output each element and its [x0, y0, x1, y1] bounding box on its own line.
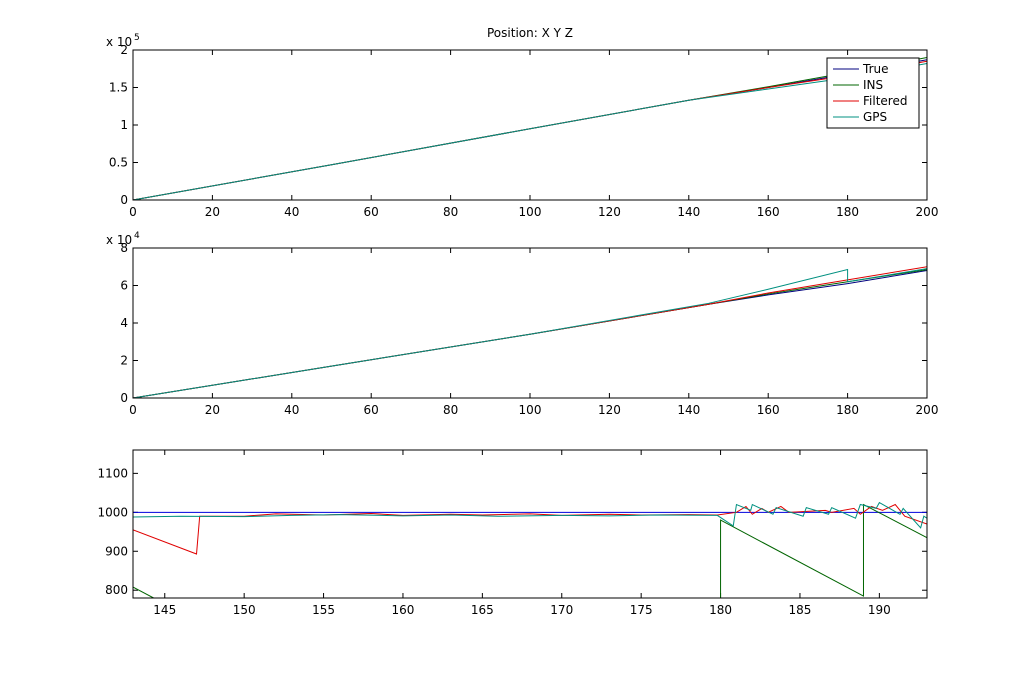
y-tick-label: 0.5 — [109, 156, 128, 170]
x-tick-label: 20 — [205, 205, 220, 219]
x-tick-label: 100 — [519, 205, 542, 219]
legend-label: True — [862, 62, 889, 76]
y-tick-label: 1.5 — [109, 81, 128, 95]
y-tick-label: 1100 — [97, 466, 128, 480]
y-tick-label: 900 — [105, 544, 128, 558]
x-tick-label: 120 — [598, 205, 621, 219]
x-tick-label: 145 — [153, 603, 176, 617]
y-scale-base: x 10 — [106, 233, 132, 247]
x-tick-label: 165 — [471, 603, 494, 617]
x-tick-label: 80 — [443, 205, 458, 219]
y-tick-label: 800 — [105, 583, 128, 597]
axes-box — [132, 247, 928, 399]
x-tick-label: 60 — [364, 403, 379, 417]
series-line — [133, 268, 927, 398]
plot-area — [133, 450, 927, 598]
x-tick-label: 160 — [757, 403, 780, 417]
chart-title: Position: X Y Z — [487, 26, 573, 40]
y-tick-label: 0 — [120, 193, 128, 207]
series-group — [133, 266, 927, 398]
x-tick-label: 0 — [129, 403, 137, 417]
x-tick-label: 40 — [284, 403, 299, 417]
legend-label: INS — [863, 78, 883, 92]
plot-area — [133, 248, 927, 398]
x-tick-label: 180 — [709, 603, 732, 617]
x-tick-label: 150 — [233, 603, 256, 617]
series-line — [133, 503, 927, 598]
x-tick-label: 40 — [284, 205, 299, 219]
x-tick-label: 120 — [598, 403, 621, 417]
x-tick-label: 140 — [677, 403, 700, 417]
y-tick-label: 1 — [120, 118, 128, 132]
y-tick-label: 6 — [120, 279, 128, 293]
x-tick-label: 180 — [836, 403, 859, 417]
y-tick-label: 2 — [120, 354, 128, 368]
y-tick-label: 2 — [120, 43, 128, 57]
x-tick-label: 200 — [916, 205, 939, 219]
x-tick-label: 0 — [129, 205, 137, 219]
x-tick-label: 170 — [550, 603, 573, 617]
x-tick-label: 200 — [916, 403, 939, 417]
y-scale-exponent: 5 — [134, 33, 140, 43]
x-tick-label: 185 — [789, 603, 812, 617]
x-tick-label: 175 — [630, 603, 653, 617]
x-tick-label: 155 — [312, 603, 335, 617]
y-scale-base: x 10 — [106, 35, 132, 49]
y-tick-label: 4 — [120, 316, 128, 330]
plot-area — [133, 50, 927, 200]
x-tick-label: 20 — [205, 403, 220, 417]
y-tick-label: 1000 — [97, 505, 128, 519]
x-tick-label: 160 — [757, 205, 780, 219]
y-tick-label: 8 — [120, 241, 128, 255]
x-tick-label: 180 — [836, 205, 859, 219]
series-line — [133, 501, 927, 529]
y-scale-exponent: 4 — [134, 231, 140, 241]
legend-label: Filtered — [863, 94, 907, 108]
x-tick-label: 160 — [392, 603, 415, 617]
legend-box — [826, 57, 920, 129]
x-tick-label: 190 — [868, 603, 891, 617]
series-group — [133, 501, 927, 598]
x-tick-label: 60 — [364, 205, 379, 219]
x-tick-label: 100 — [519, 403, 542, 417]
axes-box — [132, 449, 928, 599]
legend-label: GPS — [863, 110, 887, 124]
y-tick-label: 0 — [120, 391, 128, 405]
x-tick-label: 80 — [443, 403, 458, 417]
axes-box — [132, 49, 928, 201]
x-tick-label: 140 — [677, 205, 700, 219]
